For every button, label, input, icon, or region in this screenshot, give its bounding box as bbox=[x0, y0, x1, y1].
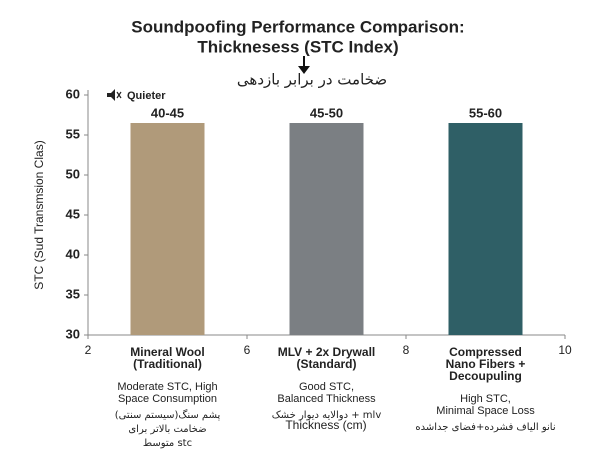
bar bbox=[130, 123, 205, 335]
category-label: MLV + 2x Drywall (Standard) bbox=[278, 345, 375, 371]
annotation: ضخامت در برابر بازدهی bbox=[237, 71, 387, 89]
value-label: 55-60 bbox=[469, 105, 502, 120]
description: High STC, Minimal Space Loss bbox=[436, 393, 535, 417]
legend-note: Quieter bbox=[127, 90, 166, 102]
description: Good STC, Balanced Thickness bbox=[277, 381, 376, 405]
description-fa: دوالایه دیوار خشک + mlv bbox=[272, 410, 382, 421]
arrow-icon bbox=[298, 56, 310, 74]
y-tick-label: 40 bbox=[66, 246, 80, 261]
description-fa: پشم سنگ(سیستم سنتی) ضخامت بالاتر برای متوس… bbox=[115, 409, 221, 449]
y-tick-label: 30 bbox=[66, 326, 80, 341]
description: Moderate STC, High Space Consumption bbox=[117, 381, 217, 405]
y-tick-label: 45 bbox=[66, 206, 80, 221]
x-tick-label: 2 bbox=[85, 343, 92, 357]
x-tick-label: 6 bbox=[244, 343, 251, 357]
value-label: 40-45 bbox=[151, 105, 184, 120]
y-tick-label: 35 bbox=[66, 286, 80, 301]
chart-subtitle: Thicknesess (STC Index) bbox=[197, 37, 398, 56]
bar bbox=[289, 123, 364, 335]
x-tick-label: 8 bbox=[403, 343, 410, 357]
speaker-icon bbox=[107, 89, 122, 101]
y-tick-label: 50 bbox=[66, 166, 80, 181]
chart-title: Soundpoofing Performance Comparison: bbox=[131, 17, 464, 36]
y-tick-label: 60 bbox=[66, 86, 80, 101]
description-fa: نانو الیاف فشرده+فضای جداشده bbox=[415, 422, 555, 433]
category-label: Mineral Wool (Traditional) bbox=[130, 345, 204, 371]
bar bbox=[448, 123, 523, 335]
value-label: 45-50 bbox=[310, 105, 343, 120]
y-axis-label: STC (Sud Transmsion Clas) bbox=[32, 140, 46, 289]
category-label: Compressed Nano Fibers + Decoupuling bbox=[446, 345, 526, 383]
x-axis-label: Thickness (cm) bbox=[285, 418, 366, 432]
y-tick-label: 55 bbox=[66, 126, 80, 141]
x-tick-label: 10 bbox=[558, 343, 572, 357]
